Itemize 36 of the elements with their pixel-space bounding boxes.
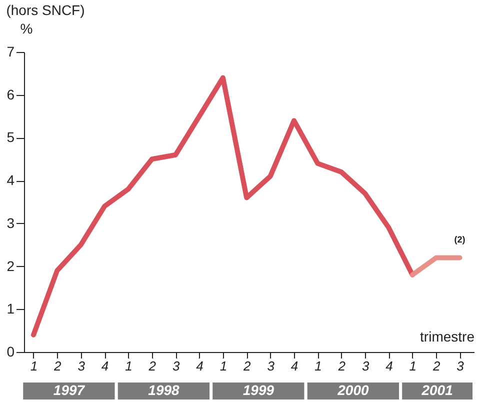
x-tick-label: 2 <box>148 358 157 374</box>
x-tick-label: 4 <box>386 358 393 374</box>
x-axis-title: trimestre <box>420 328 475 344</box>
annotation: (2) <box>454 234 466 245</box>
x-tick-label: 3 <box>78 358 86 374</box>
x-tick-label: 1 <box>220 358 228 374</box>
y-tick-label: 5 <box>6 129 15 146</box>
x-tick-label: 2 <box>432 358 441 374</box>
x-tick-label: 3 <box>172 358 180 374</box>
x-tick-label: 1 <box>125 358 132 374</box>
x-tick-label: 3 <box>362 358 370 374</box>
text: 2000 <box>336 382 369 398</box>
x-tick-label: 4 <box>290 358 298 374</box>
text: 1998 <box>148 382 180 398</box>
x-tick-label: 1 <box>30 358 38 374</box>
text: 1997 <box>53 382 86 398</box>
y-tick-label: 7 <box>6 44 15 60</box>
y-tick-label: 0 <box>6 344 15 360</box>
x-tick-label: 2 <box>53 358 62 374</box>
y-tick-label: 1 <box>6 300 15 317</box>
chart-title: (hors SNCF) <box>6 2 85 18</box>
x-tick-label: 4 <box>196 358 204 374</box>
y-axis-title: % <box>20 20 33 36</box>
x-tick-label: 2 <box>242 358 252 374</box>
text: 2001 <box>420 382 454 398</box>
y-tick-label: 6 <box>6 86 15 102</box>
x-tick-label: 3 <box>456 358 465 374</box>
x-tick-label: 1 <box>409 358 417 374</box>
x-tick-label: 3 <box>267 358 276 374</box>
x-tick-label: 4 <box>101 358 109 374</box>
text: 1999 <box>242 382 274 398</box>
y-tick-label: 3 <box>6 214 15 231</box>
x-tick-label: 2 <box>337 358 346 374</box>
y-tick-label: 4 <box>6 172 15 188</box>
y-tick-label: 2 <box>6 258 15 274</box>
x-tick-label: 1 <box>314 358 322 374</box>
